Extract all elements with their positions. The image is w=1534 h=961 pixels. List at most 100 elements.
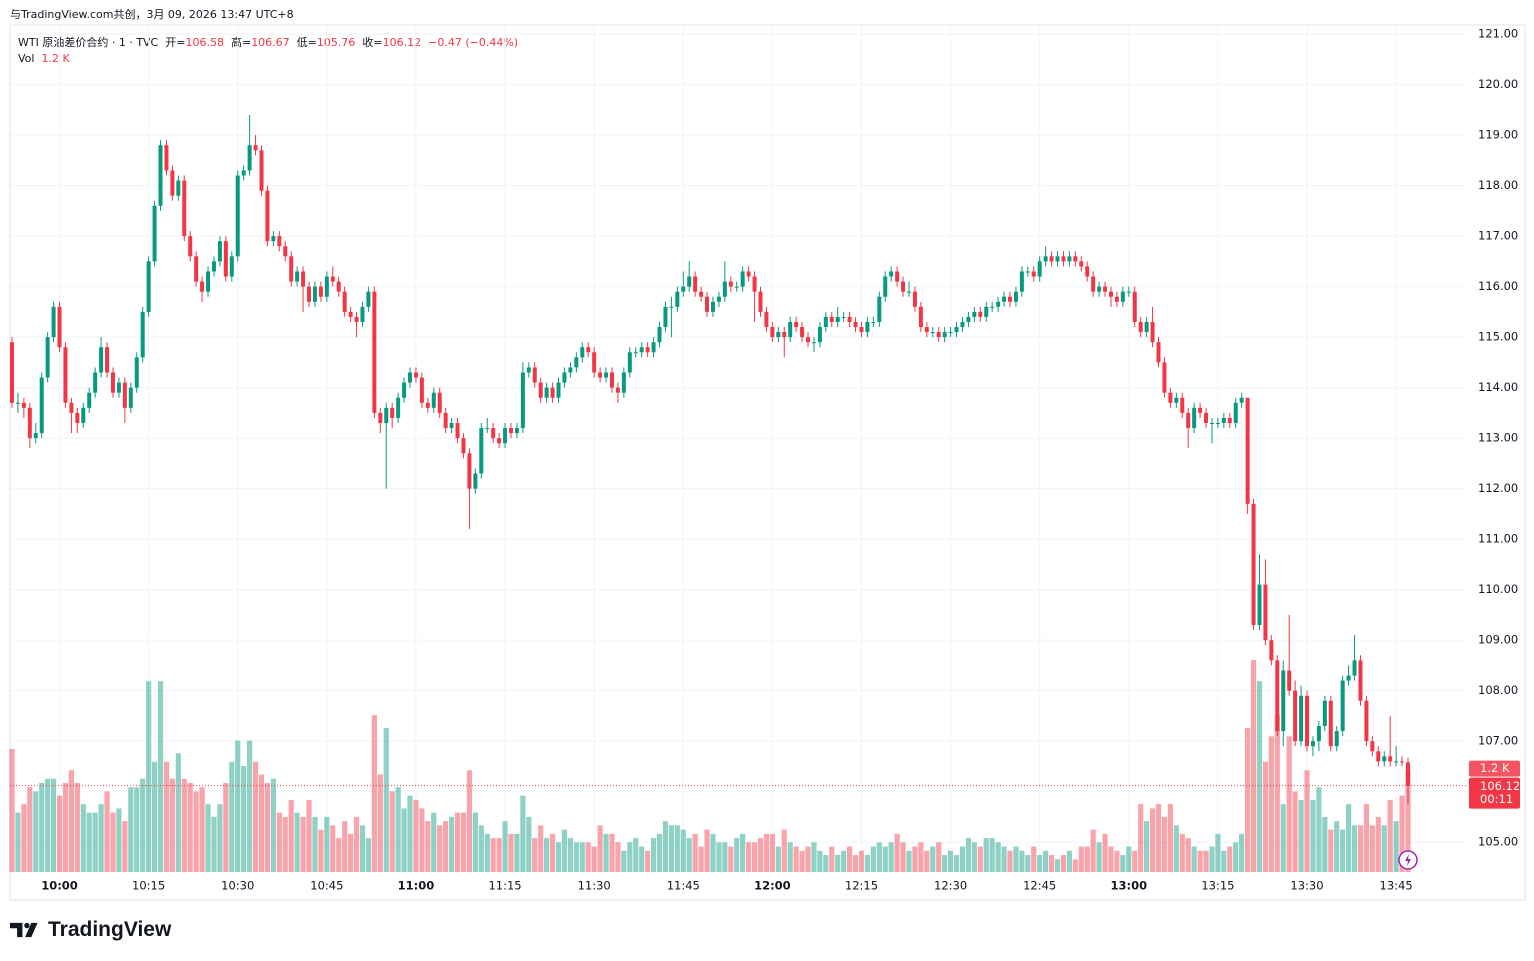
volume-bar [633, 838, 639, 872]
y-tick-label: 121.00 [1478, 27, 1518, 41]
candle-body [615, 387, 620, 393]
volume-bar [484, 833, 490, 872]
candle-body [1370, 741, 1375, 752]
candle-body [1257, 584, 1262, 626]
volume-bar [639, 846, 645, 872]
candle-body [384, 407, 389, 423]
candle-body [853, 321, 858, 328]
volume-bar [1114, 850, 1120, 872]
volume-bar [1233, 842, 1239, 872]
candle-body [1144, 321, 1149, 333]
candle-body [402, 382, 407, 398]
candle-body [508, 428, 513, 434]
volume-bar [1274, 715, 1280, 872]
volume-bar [793, 846, 799, 872]
candle-body [1025, 271, 1030, 273]
volume-bar [211, 816, 217, 872]
candle-body [116, 382, 121, 393]
volume-bar [389, 791, 395, 872]
volume-bar [621, 850, 627, 872]
y-tick-label: 116.00 [1478, 279, 1518, 293]
candle-body [408, 372, 413, 383]
countdown-label: 00:11 [1480, 792, 1513, 806]
volume-bar [1322, 816, 1328, 872]
candle-body [1322, 700, 1327, 727]
volume-bar [140, 778, 146, 872]
volume-bar [116, 808, 122, 872]
volume-bar [722, 842, 728, 872]
candle-body [1186, 412, 1191, 429]
volume-bar [146, 681, 152, 872]
volume-bar [1369, 825, 1375, 872]
candle-body [354, 316, 359, 322]
candle-body [1233, 402, 1238, 423]
volume-bar [1363, 804, 1370, 872]
candle-body [1049, 256, 1054, 262]
candle-body [164, 145, 169, 171]
candle-body [1239, 397, 1244, 403]
flash-icon-bolt [1405, 854, 1411, 866]
candle-body [1310, 741, 1315, 747]
open-value: 106.58 [185, 36, 224, 49]
volume-bar [1060, 855, 1067, 872]
attribution: 与TradingView.com共创，3月 09, 2026 13:47 UTC… [10, 8, 294, 21]
volume-bar [419, 808, 425, 872]
volume-bar [757, 838, 764, 872]
candle-body [57, 306, 62, 348]
candle-body [87, 392, 92, 408]
candle-body [942, 332, 947, 338]
volume-bar [39, 782, 45, 872]
candle-body [283, 246, 288, 257]
candle-body [241, 170, 246, 176]
candle-body [1358, 660, 1363, 701]
volume-bar [472, 812, 478, 872]
volume-bar [1037, 855, 1043, 872]
volume-bar [912, 846, 918, 872]
candle-body [740, 271, 745, 287]
candle-body [1061, 256, 1066, 262]
volume-bar [662, 821, 669, 872]
volume-bar [187, 782, 193, 872]
volume-bar [609, 833, 615, 872]
candle-body [1067, 256, 1072, 262]
volume-bar [983, 838, 989, 872]
candle-body [140, 311, 145, 358]
candle-body [431, 392, 436, 408]
volume-bar [1310, 799, 1316, 872]
candle-body [865, 321, 870, 333]
change: −0.47 (−0.44%) [428, 36, 519, 49]
candle-body [1114, 296, 1119, 302]
y-tick-label: 118.00 [1478, 178, 1518, 192]
candle-body [170, 170, 175, 196]
volume-bar [674, 825, 680, 872]
candle-body [699, 291, 704, 297]
high-value: 106.67 [251, 36, 290, 49]
volume-bar [371, 715, 377, 872]
volume-bar [175, 753, 181, 872]
volume-bar [835, 855, 841, 872]
volume-bar [615, 842, 621, 872]
volume-bar [330, 825, 336, 872]
volume-bar [1096, 842, 1102, 872]
candle-body [710, 301, 715, 312]
volume-bar [276, 812, 282, 872]
volume-bar [1316, 787, 1322, 872]
volume-bar [128, 787, 134, 872]
volume-bar [1090, 829, 1096, 872]
volume-bar [157, 681, 164, 872]
volume-bar [544, 838, 550, 872]
volume-bar [431, 812, 437, 872]
candle-body [687, 276, 692, 287]
candle-body [722, 281, 727, 297]
candle-body [609, 372, 614, 388]
volume-bar [1262, 761, 1269, 872]
volume-bar [1001, 846, 1007, 872]
volume-bar [656, 833, 663, 872]
y-tick-label: 112.00 [1478, 481, 1518, 495]
candle-body [63, 347, 68, 403]
candle-body [693, 276, 698, 292]
candle-body [562, 372, 567, 383]
candle-body [782, 332, 787, 338]
candle-body [372, 291, 377, 413]
close-value: 106.12 [382, 36, 422, 49]
